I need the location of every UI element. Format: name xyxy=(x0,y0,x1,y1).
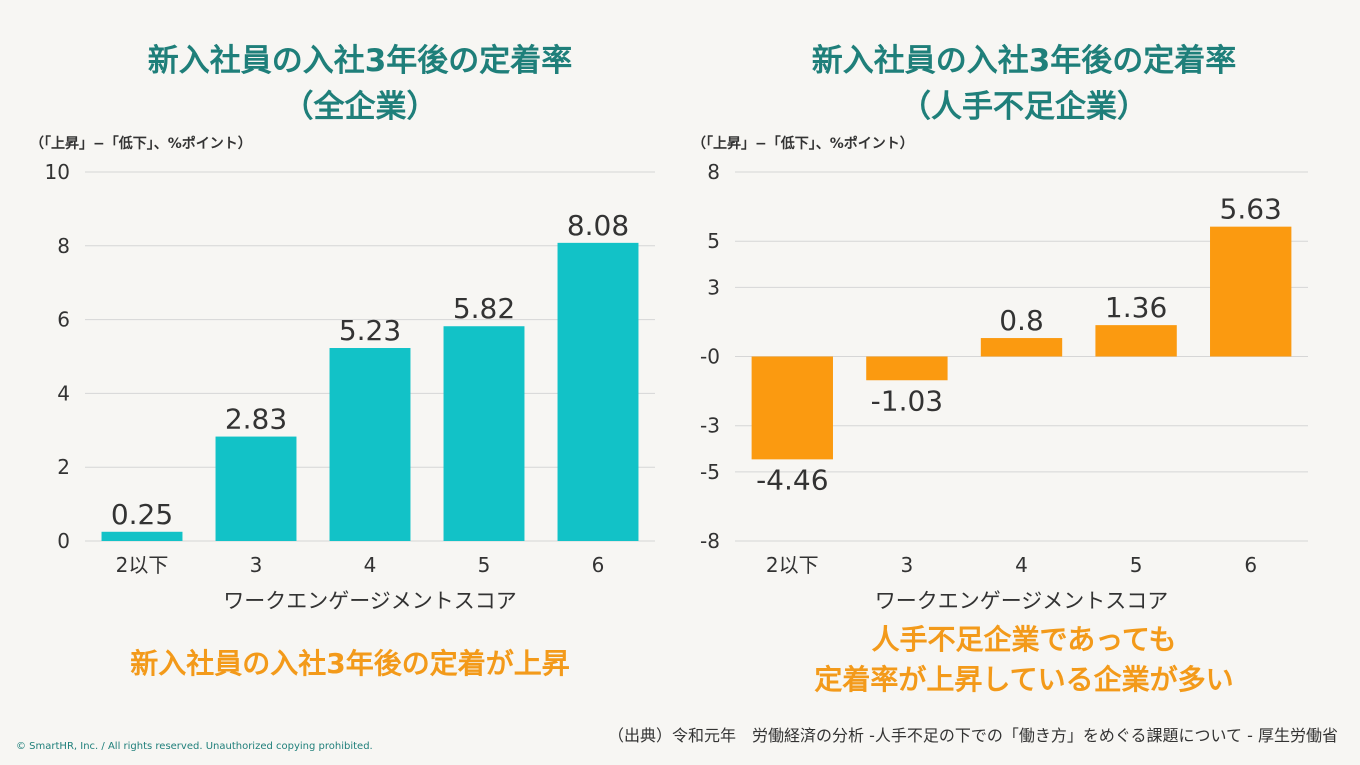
left-unit-note: （「上昇」−「低下」、%ポイント） xyxy=(30,136,252,152)
left-ytick-label: 0 xyxy=(57,529,70,553)
right-data-label: -4.46 xyxy=(756,463,828,496)
right-ytick-label: -5 xyxy=(700,460,720,484)
left-bar xyxy=(329,348,411,541)
right-xtick-label: 2以下 xyxy=(766,553,819,577)
right-unit-note: （「上昇」−「低下」、%ポイント） xyxy=(692,136,914,152)
right-ytick-label: 8 xyxy=(707,160,720,184)
right-xtick-label: 6 xyxy=(1244,553,1257,577)
right-conclusion-line2: 定着率が上昇している企業が多い xyxy=(814,663,1234,696)
right-ytick-label: 3 xyxy=(707,275,720,299)
right-bar xyxy=(866,356,948,381)
source-citation: （出典）令和元年 労働経済の分析 -人手不足の下での「働き方」をめぐる課題につい… xyxy=(607,726,1338,745)
right-ytick-label: -0 xyxy=(700,345,720,369)
left-xtick-label: 2以下 xyxy=(116,553,169,577)
right-conclusion-line1: 人手不足企業であっても xyxy=(871,623,1177,656)
right-bar xyxy=(1210,226,1292,357)
left-title-line2: （全企業） xyxy=(282,89,438,125)
left-xtick-label: 3 xyxy=(250,553,263,577)
right-title-line2: （人手不足企業） xyxy=(900,89,1148,125)
left-bar xyxy=(443,326,525,541)
left-ytick-label: 8 xyxy=(57,234,70,258)
right-xtick-label: 3 xyxy=(901,553,914,577)
left-chart-title: 新入社員の入社3年後の定着率 （全企業） xyxy=(80,38,640,130)
right-data-label: 1.36 xyxy=(1105,291,1167,324)
right-xtick-label: 5 xyxy=(1130,553,1143,577)
left-xaxis-label: ワークエンゲージメントスコア xyxy=(223,589,517,613)
left-data-label: 5.23 xyxy=(339,314,401,347)
right-title-line1: 新入社員の入社3年後の定着率 xyxy=(811,43,1237,79)
left-ytick-label: 4 xyxy=(57,381,70,405)
left-ytick-label: 6 xyxy=(57,308,70,332)
right-xtick-label: 4 xyxy=(1015,553,1028,577)
left-bar xyxy=(557,242,639,541)
right-bar xyxy=(751,356,833,460)
left-data-label: 5.82 xyxy=(453,292,515,325)
left-data-label: 8.08 xyxy=(567,209,629,242)
left-bar xyxy=(101,531,183,541)
left-data-label: 0.25 xyxy=(111,498,173,531)
right-ytick-label: -8 xyxy=(700,529,720,553)
left-xtick-label: 5 xyxy=(478,553,491,577)
right-ytick-label: -3 xyxy=(700,414,720,438)
right-data-label: 0.8 xyxy=(999,304,1044,337)
left-conclusion: 新入社員の入社3年後の定着が上昇 xyxy=(130,647,570,680)
copyright-notice: © SmartHR, Inc. / All rights reserved. U… xyxy=(16,741,373,752)
left-xtick-label: 6 xyxy=(592,553,605,577)
right-ytick-label: 5 xyxy=(707,229,720,253)
right-xaxis-label: ワークエンゲージメントスコア xyxy=(875,589,1169,613)
right-chart-title: 新入社員の入社3年後の定着率 （人手不足企業） xyxy=(744,38,1304,130)
left-bar xyxy=(215,436,297,541)
right-bar xyxy=(1095,325,1177,357)
left-ytick-label: 2 xyxy=(57,455,70,479)
left-ytick-label: 10 xyxy=(45,160,70,184)
right-bar xyxy=(980,338,1063,357)
right-data-label: 5.63 xyxy=(1220,193,1282,226)
right-data-label: -1.03 xyxy=(871,384,943,417)
left-title-line1: 新入社員の入社3年後の定着率 xyxy=(147,43,573,79)
left-data-label: 2.83 xyxy=(225,403,287,436)
right-conclusion: 人手不足企業であっても 定着率が上昇している企業が多い xyxy=(724,620,1324,700)
left-xtick-label: 4 xyxy=(364,553,377,577)
